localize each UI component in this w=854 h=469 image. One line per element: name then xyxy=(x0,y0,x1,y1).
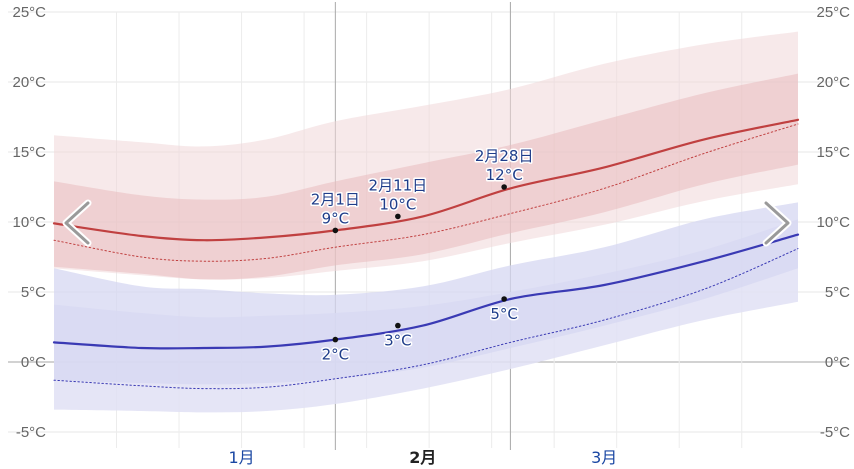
low-mean-line xyxy=(52,233,800,350)
low-band-p25-p75 xyxy=(54,202,798,385)
y-tick-label-left: 5°C xyxy=(21,284,46,301)
y-tick-label-left: 25°C xyxy=(12,4,46,21)
annotation-date-label: 2月11日 xyxy=(369,176,428,194)
y-tick-label-right: -5°C xyxy=(820,424,850,441)
y-tick-label-right: 5°C xyxy=(825,284,850,301)
axis-layer: 25°C 25°C 20°C 20°C 15°C 15°C 10°C 10°C 5°C 5°C 0°… xyxy=(12,4,850,467)
high-band-p25-p75 xyxy=(54,73,798,280)
annotation-temp-label: 5°C xyxy=(490,305,518,323)
annotation-dot xyxy=(501,184,507,190)
annotation-dot xyxy=(395,322,401,329)
y-tick-label-right: 20°C xyxy=(816,74,850,91)
annotation-date-label: 2月28日 xyxy=(475,147,534,165)
annotation-temp-label: 10°C xyxy=(379,195,416,213)
y-tick-label-right: 25°C xyxy=(816,4,850,21)
annotation-dot xyxy=(332,336,339,343)
month-label: 3月 xyxy=(591,448,617,467)
y-tick-label-left: -5°C xyxy=(16,424,46,441)
high-mean-line xyxy=(52,118,800,242)
annotation-dot xyxy=(501,296,507,302)
annotation-temp-label: 2°C xyxy=(322,346,350,364)
high-normal-line xyxy=(53,123,799,262)
next-button[interactable] xyxy=(758,195,798,251)
y-tick-label-left: 20°C xyxy=(12,74,46,91)
annotation-temp-label: 12°C xyxy=(486,166,523,184)
y-tick-label-right: 15°C xyxy=(816,144,850,161)
month-label: 1月 xyxy=(228,448,254,467)
annotation-temp-label: 3°C xyxy=(384,332,412,350)
y-tick-label-left: 10°C xyxy=(12,214,46,231)
y-tick-label-right: 10°C xyxy=(816,214,850,231)
prev-button[interactable] xyxy=(56,195,96,251)
y-tick-label-right: 0°C xyxy=(825,354,850,371)
annotation-dot xyxy=(332,227,339,234)
annotation-dot xyxy=(395,213,401,220)
band-layer xyxy=(54,31,798,413)
annotation-temp-label: 9°C xyxy=(322,209,350,227)
month-label: 2月 xyxy=(409,448,436,467)
line-layer xyxy=(52,118,800,390)
low-normal-line xyxy=(53,248,799,390)
annotation-date-label: 2月1日 xyxy=(311,190,360,208)
y-tick-label-left: 0°C xyxy=(21,354,46,371)
y-tick-label-left: 15°C xyxy=(12,144,46,161)
